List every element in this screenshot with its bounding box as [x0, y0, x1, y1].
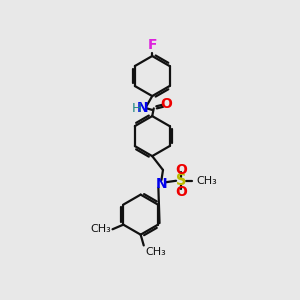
- Text: CH₃: CH₃: [196, 176, 217, 186]
- Text: F: F: [148, 38, 157, 52]
- Text: S: S: [176, 173, 187, 188]
- Text: O: O: [160, 97, 172, 111]
- Text: CH₃: CH₃: [145, 247, 166, 257]
- Text: O: O: [176, 184, 188, 199]
- Text: CH₃: CH₃: [90, 224, 111, 234]
- Text: H: H: [132, 102, 142, 115]
- Text: N: N: [137, 101, 149, 116]
- Text: N: N: [156, 177, 167, 191]
- Text: O: O: [176, 163, 188, 177]
